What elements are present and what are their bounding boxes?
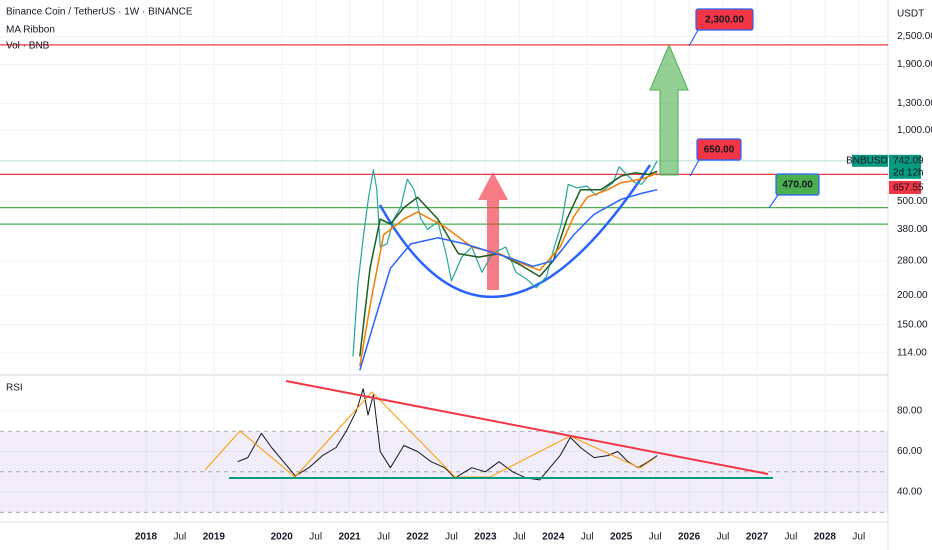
currency: USDT — [897, 9, 924, 20]
y-tick-label: 1,000.00 — [897, 125, 932, 136]
x-tick-label: 2019 — [203, 532, 226, 543]
y-tick-label: 380.00 — [897, 224, 928, 235]
y-tick-label: 500.00 — [897, 196, 928, 207]
x-tick-label: Jul — [649, 532, 662, 543]
rsi-title: RSI — [6, 383, 23, 394]
callout-label: 470.00 — [782, 180, 813, 191]
series-group — [237, 388, 658, 481]
y-tick-label: 200.00 — [897, 290, 928, 301]
y-tick-label: 80.00 — [897, 406, 922, 417]
y-tick-label: 280.00 — [897, 255, 928, 266]
callout-line — [689, 159, 700, 177]
indicator-label: Vol · BNB — [6, 41, 50, 52]
countdown: 2d 12h — [893, 167, 924, 178]
symbol-tag — [852, 154, 888, 167]
series-line — [359, 170, 658, 357]
series-group — [352, 160, 658, 371]
callout-line — [688, 29, 699, 47]
x-tick-label: Jul — [852, 532, 865, 543]
last-tag — [889, 154, 921, 179]
x-tick-label: 2025 — [610, 532, 633, 543]
callout-box — [696, 138, 742, 161]
x-tick-label: Jul — [445, 532, 458, 543]
callout-box — [775, 173, 820, 196]
x-tick-label: Jul — [513, 532, 526, 543]
y-tick-label: 1,300.00 — [897, 98, 932, 109]
series-line — [359, 188, 658, 371]
x-tick-label: Jul — [174, 532, 187, 543]
callout-label: 650.00 — [704, 145, 735, 156]
x-tick-label: 2028 — [814, 532, 837, 543]
y-tick-label: 114.00 — [897, 347, 927, 358]
y-tick-label: 40.00 — [897, 487, 922, 498]
x-tick-label: 2027 — [746, 532, 769, 543]
indicator-label: MA Ribbon — [6, 25, 55, 36]
ma-price: 657.55 — [893, 183, 924, 194]
callout-box — [695, 8, 754, 31]
series-line — [352, 160, 658, 357]
symbol-title: Binance Coin / TetherUS · 1W · BINANCE — [6, 7, 193, 18]
callout-label: 2,300.00 — [705, 15, 744, 26]
x-tick-label: Jul — [785, 532, 798, 543]
red-arrow — [478, 172, 508, 290]
cup-curve — [378, 164, 652, 298]
y-tick-label: 2,500.00 — [897, 31, 932, 42]
x-tick-label: 2022 — [406, 532, 429, 543]
x-tick-label: Jul — [377, 532, 390, 543]
x-tick-label: 2020 — [271, 532, 294, 543]
y-tick-label: 60.00 — [897, 446, 922, 457]
series-line — [237, 388, 658, 481]
x-tick-label: 2024 — [542, 532, 565, 543]
y-tick-label: 1,900.00 — [897, 59, 932, 70]
green-arrow — [649, 43, 689, 176]
rsi-trendline — [285, 380, 769, 475]
x-tick-label: 2021 — [339, 532, 362, 543]
series-line — [359, 172, 658, 367]
x-tick-label: 2023 — [474, 532, 497, 543]
x-tick-label: Jul — [309, 532, 322, 543]
last-price: 742.09 — [893, 155, 924, 166]
x-tick-label: 2026 — [678, 532, 701, 543]
x-tick-label: Jul — [717, 532, 730, 543]
ma-tag — [889, 181, 921, 194]
callout-line — [768, 194, 779, 209]
symbol-tag-label: BNBUSDT — [846, 155, 894, 166]
y-tick-label: 150.00 — [897, 319, 928, 330]
x-tick-label: Jul — [581, 532, 594, 543]
x-tick-label: 2018 — [135, 532, 158, 543]
